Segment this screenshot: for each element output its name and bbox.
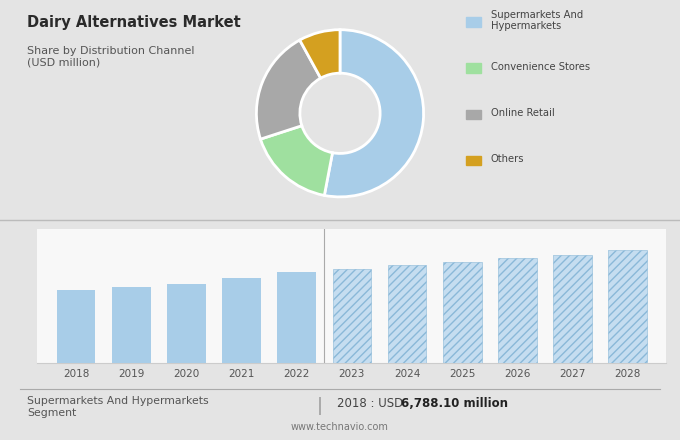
Text: Others: Others	[491, 154, 524, 164]
Bar	[222, 278, 261, 363]
Bar	[498, 258, 537, 363]
Text: 6,788.10 million: 6,788.10 million	[401, 397, 508, 411]
Bar	[333, 268, 371, 363]
Wedge shape	[260, 126, 333, 195]
Text: Supermarkets And
Hypermarkets: Supermarkets And Hypermarkets	[491, 10, 583, 32]
Text: Convenience Stores: Convenience Stores	[491, 62, 590, 72]
Text: www.technavio.com: www.technavio.com	[291, 422, 389, 432]
Wedge shape	[300, 29, 340, 78]
Wedge shape	[324, 29, 424, 197]
Text: Share by Distribution Channel
(USD million): Share by Distribution Channel (USD milli…	[27, 46, 194, 68]
Text: Online Retail: Online Retail	[491, 108, 555, 118]
Text: Supermarkets And Hypermarkets
Segment: Supermarkets And Hypermarkets Segment	[27, 396, 209, 418]
Bar	[388, 265, 426, 363]
Text: |: |	[317, 397, 322, 415]
Bar	[112, 287, 150, 363]
Text: Dairy Alternatives Market: Dairy Alternatives Market	[27, 15, 241, 30]
Bar	[277, 272, 316, 363]
Wedge shape	[256, 40, 321, 139]
Bar	[554, 255, 592, 363]
Bar	[167, 284, 205, 363]
Bar	[56, 290, 95, 363]
Bar	[609, 250, 647, 363]
Text: 2018 : USD: 2018 : USD	[337, 397, 407, 411]
Bar	[443, 262, 481, 363]
